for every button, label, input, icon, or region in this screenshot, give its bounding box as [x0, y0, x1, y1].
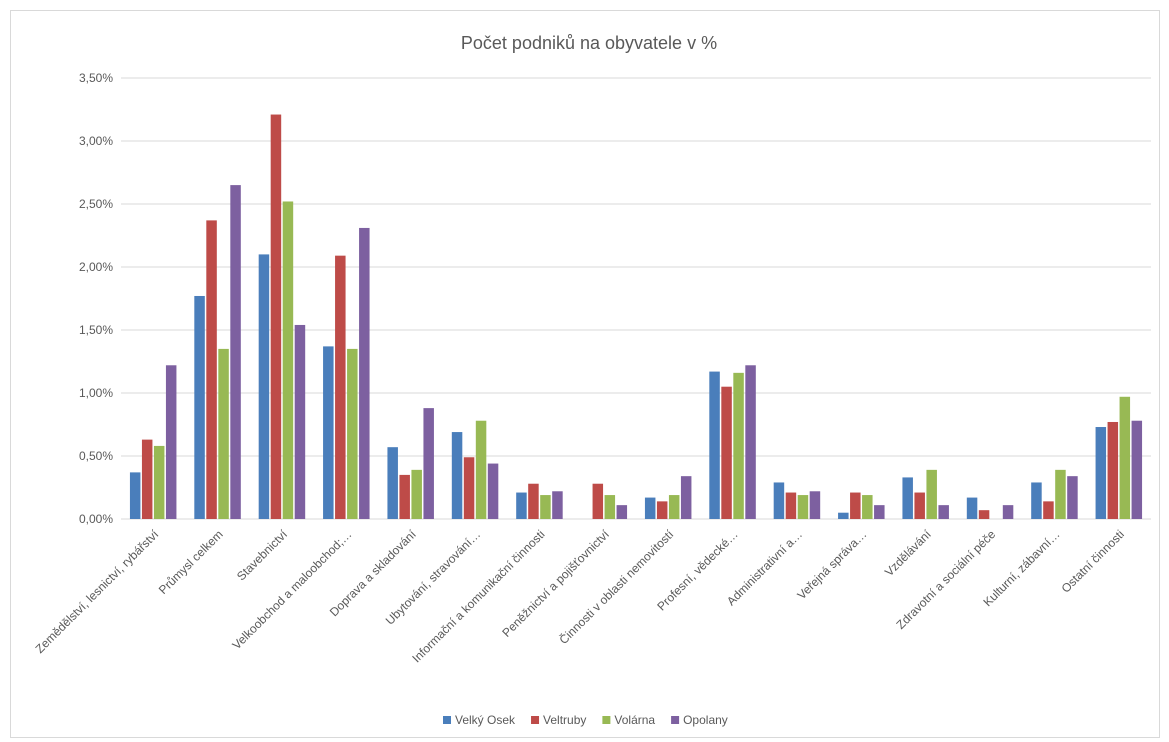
legend-label: Volárna	[614, 713, 655, 727]
bar	[475, 420, 487, 519]
bar	[733, 372, 744, 519]
bar	[451, 432, 463, 519]
bar	[938, 505, 949, 519]
bar	[347, 348, 358, 519]
y-tick-label: 0,00%	[79, 512, 113, 526]
bar	[709, 371, 720, 519]
bar	[129, 472, 141, 519]
bar	[230, 185, 241, 519]
x-axis-category-labels: Zemědělství, lesnictví, rybářstvíPrůmysl…	[33, 526, 1127, 665]
bar	[270, 114, 282, 519]
bar	[1107, 421, 1119, 519]
x-category-label: Zemědělství, lesnictví, rybářství	[33, 527, 162, 656]
bar	[294, 324, 306, 519]
legend-swatch	[531, 716, 540, 724]
bar	[335, 255, 346, 519]
legend-swatch	[671, 716, 680, 724]
bar	[206, 220, 217, 519]
bar	[258, 254, 270, 519]
y-tick-label: 2,00%	[79, 260, 113, 274]
chart-frame: Počet podniků na obyvatele v % 0,00% 0,50…	[10, 10, 1160, 738]
y-tick-label: 1,00%	[79, 386, 113, 400]
x-category-label: Informační a komunikační činnosti	[409, 527, 547, 665]
bar	[785, 492, 797, 519]
bar-chart: Počet podniků na obyvatele v % 0,00% 0,50…	[33, 33, 1151, 727]
x-category-label: Stavebnictví	[234, 527, 291, 584]
chart-title: Počet podniků na obyvatele v %	[461, 33, 717, 53]
legend-swatch	[443, 716, 451, 724]
bar	[540, 495, 551, 519]
bar	[604, 495, 616, 519]
bar	[411, 469, 422, 519]
bar	[387, 447, 398, 519]
bar	[966, 497, 978, 519]
bar	[656, 501, 668, 519]
bar	[1043, 501, 1054, 519]
bar	[399, 474, 410, 519]
bar	[680, 476, 692, 519]
bar	[616, 505, 628, 519]
bar	[141, 439, 153, 519]
legend: Velký Osek Veltruby Volárna Opolany	[443, 713, 728, 727]
bar	[1067, 476, 1078, 519]
bar	[874, 505, 885, 519]
bar	[218, 348, 229, 519]
bar	[153, 445, 165, 519]
legend-label: Veltruby	[543, 713, 586, 727]
bar	[745, 365, 756, 519]
x-category-label: Ostatní činnosti	[1059, 527, 1127, 595]
bar	[914, 492, 925, 519]
y-tick-label: 1,50%	[79, 323, 113, 337]
bar	[926, 469, 937, 519]
y-tick-label: 3,50%	[79, 71, 113, 85]
bar	[668, 495, 680, 519]
bar	[1002, 505, 1014, 519]
bar	[463, 457, 475, 519]
bar	[359, 227, 370, 519]
bar	[797, 495, 809, 519]
bar	[165, 365, 177, 519]
bar	[862, 495, 873, 519]
bar	[838, 512, 849, 519]
legend-swatch	[602, 716, 611, 724]
bar	[773, 482, 785, 519]
bars	[129, 114, 1143, 520]
bar	[902, 477, 913, 519]
y-tick-label: 2,50%	[79, 197, 113, 211]
y-tick-label: 0,50%	[79, 449, 113, 463]
bar	[721, 386, 732, 519]
x-category-label: Velkoobchod a maloobchod;…	[229, 527, 354, 652]
bar	[282, 201, 294, 520]
bar	[978, 510, 990, 519]
legend-label: Opolany	[683, 713, 728, 727]
bar	[1119, 396, 1131, 519]
bar	[516, 492, 527, 519]
bar	[323, 346, 334, 519]
y-axis-tick-labels: 0,00% 0,50% 1,00% 1,50% 2,00% 2,50% 3,00% 3,50%	[79, 71, 113, 526]
bar	[487, 463, 499, 519]
bar	[552, 491, 563, 519]
y-tick-label: 3,00%	[79, 134, 113, 148]
bar	[423, 408, 434, 519]
bar	[528, 483, 539, 519]
bar	[194, 295, 205, 519]
bar	[1095, 427, 1107, 519]
x-category-label: Peněžnictví a pojišťovnictví	[499, 527, 612, 640]
bar	[1031, 482, 1042, 519]
x-category-label: Průmysl celkem	[156, 527, 226, 597]
x-category-label: Činnosti v oblasti nemovitostí	[556, 526, 677, 647]
bar	[592, 483, 604, 519]
bar	[850, 492, 861, 519]
bar	[1055, 469, 1066, 519]
legend-label: Velký Osek	[455, 713, 516, 727]
x-category-label: Veřejná správa…	[794, 527, 869, 602]
bar	[809, 491, 821, 519]
bar	[644, 497, 656, 519]
x-category-label: Vzdělávání	[882, 527, 934, 579]
bar	[1131, 420, 1143, 519]
